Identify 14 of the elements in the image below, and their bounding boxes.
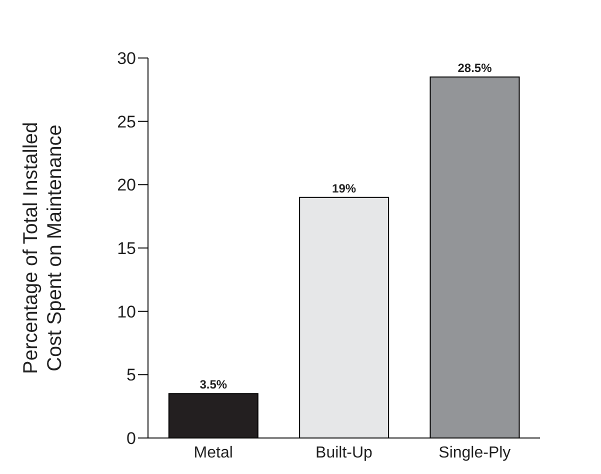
y-tick-label: 25 — [117, 112, 136, 132]
x-tick-label: Single-Ply — [438, 444, 511, 462]
y-tick-label: 5 — [126, 366, 136, 385]
data-label: 19% — [332, 181, 356, 196]
y-tick-label: 10 — [117, 302, 136, 322]
y-tick-label: 15 — [117, 239, 136, 258]
y-axis-title: Percentage of Total Installed Cost Spent on Maintenance — [20, 122, 66, 374]
data-label: 3.5% — [200, 378, 228, 392]
y-tick-label: 0 — [126, 429, 136, 448]
x-tick-label: Built-Up — [316, 444, 373, 462]
data-label: 28.5% — [458, 61, 492, 75]
y-tick-label: 20 — [117, 176, 136, 195]
x-tick-label: Metal — [194, 444, 233, 462]
y-tick-label: 30 — [117, 49, 136, 68]
